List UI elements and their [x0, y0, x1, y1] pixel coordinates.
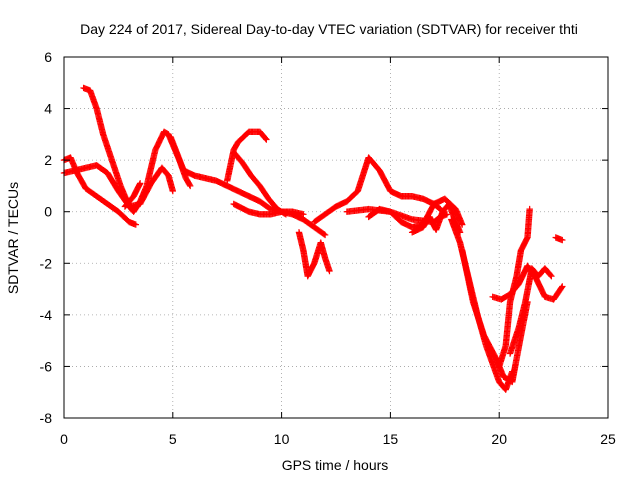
tick-labels: 0 5 10 15 20 25 -8 -6 -4 -2 0 2 4 6	[40, 49, 616, 447]
y-axis-label: SDTVAR / TECUs	[5, 182, 21, 294]
series-arc-3	[80, 84, 194, 215]
data-point	[262, 135, 269, 142]
series-arc-1	[60, 154, 140, 228]
series-arc-6	[224, 128, 270, 184]
x-tick-label: 25	[600, 431, 616, 447]
y-tick-label: 0	[44, 204, 52, 220]
data-point	[547, 272, 554, 279]
data-points	[60, 84, 566, 393]
x-tick-label: 20	[491, 431, 507, 447]
chart-title: Day 224 of 2017, Sidereal Day-to-day VTE…	[80, 21, 578, 37]
series-arc-19	[552, 234, 566, 244]
data-point	[132, 221, 140, 228]
series-arc-13	[408, 200, 464, 236]
y-tick-label: -6	[40, 358, 53, 374]
y-tick-label: -4	[40, 307, 53, 323]
series-arc-16	[496, 205, 533, 370]
x-tick-label: 15	[383, 431, 399, 447]
data-point	[559, 236, 566, 244]
data-point	[548, 272, 555, 280]
data-point	[187, 182, 194, 190]
data-point	[300, 211, 307, 218]
y-tick-label: 4	[44, 101, 52, 117]
x-tick-label: 10	[274, 431, 290, 447]
y-tick-label: 6	[44, 49, 52, 65]
data-point	[559, 283, 566, 290]
series-arc-14	[448, 216, 516, 393]
data-point	[459, 221, 466, 228]
series-arc-8	[230, 200, 307, 218]
series-arc-18	[489, 262, 566, 303]
y-tick-label: 2	[44, 152, 52, 168]
data-point	[326, 267, 333, 275]
data-point	[321, 231, 329, 239]
y-tick-label: -2	[40, 255, 53, 271]
series-arc-9	[295, 229, 333, 280]
data-point	[558, 284, 565, 291]
plot-frame	[63, 56, 609, 419]
x-tick-label: 0	[60, 431, 68, 447]
series-arc-4	[121, 180, 144, 210]
data-point	[186, 181, 193, 189]
data-point	[526, 205, 533, 213]
y-tick-label: -8	[40, 410, 53, 426]
data-point	[320, 231, 328, 238]
x-tick-label: 5	[169, 431, 177, 447]
data-point	[263, 136, 270, 143]
data-point	[169, 187, 176, 195]
series-arc-10	[311, 154, 444, 226]
data-point	[136, 180, 144, 187]
grid	[64, 57, 608, 418]
axis-ticks	[63, 56, 609, 419]
series-arc-7	[230, 149, 290, 218]
x-axis-label: GPS time / hours	[282, 457, 389, 473]
data-point	[436, 205, 443, 212]
